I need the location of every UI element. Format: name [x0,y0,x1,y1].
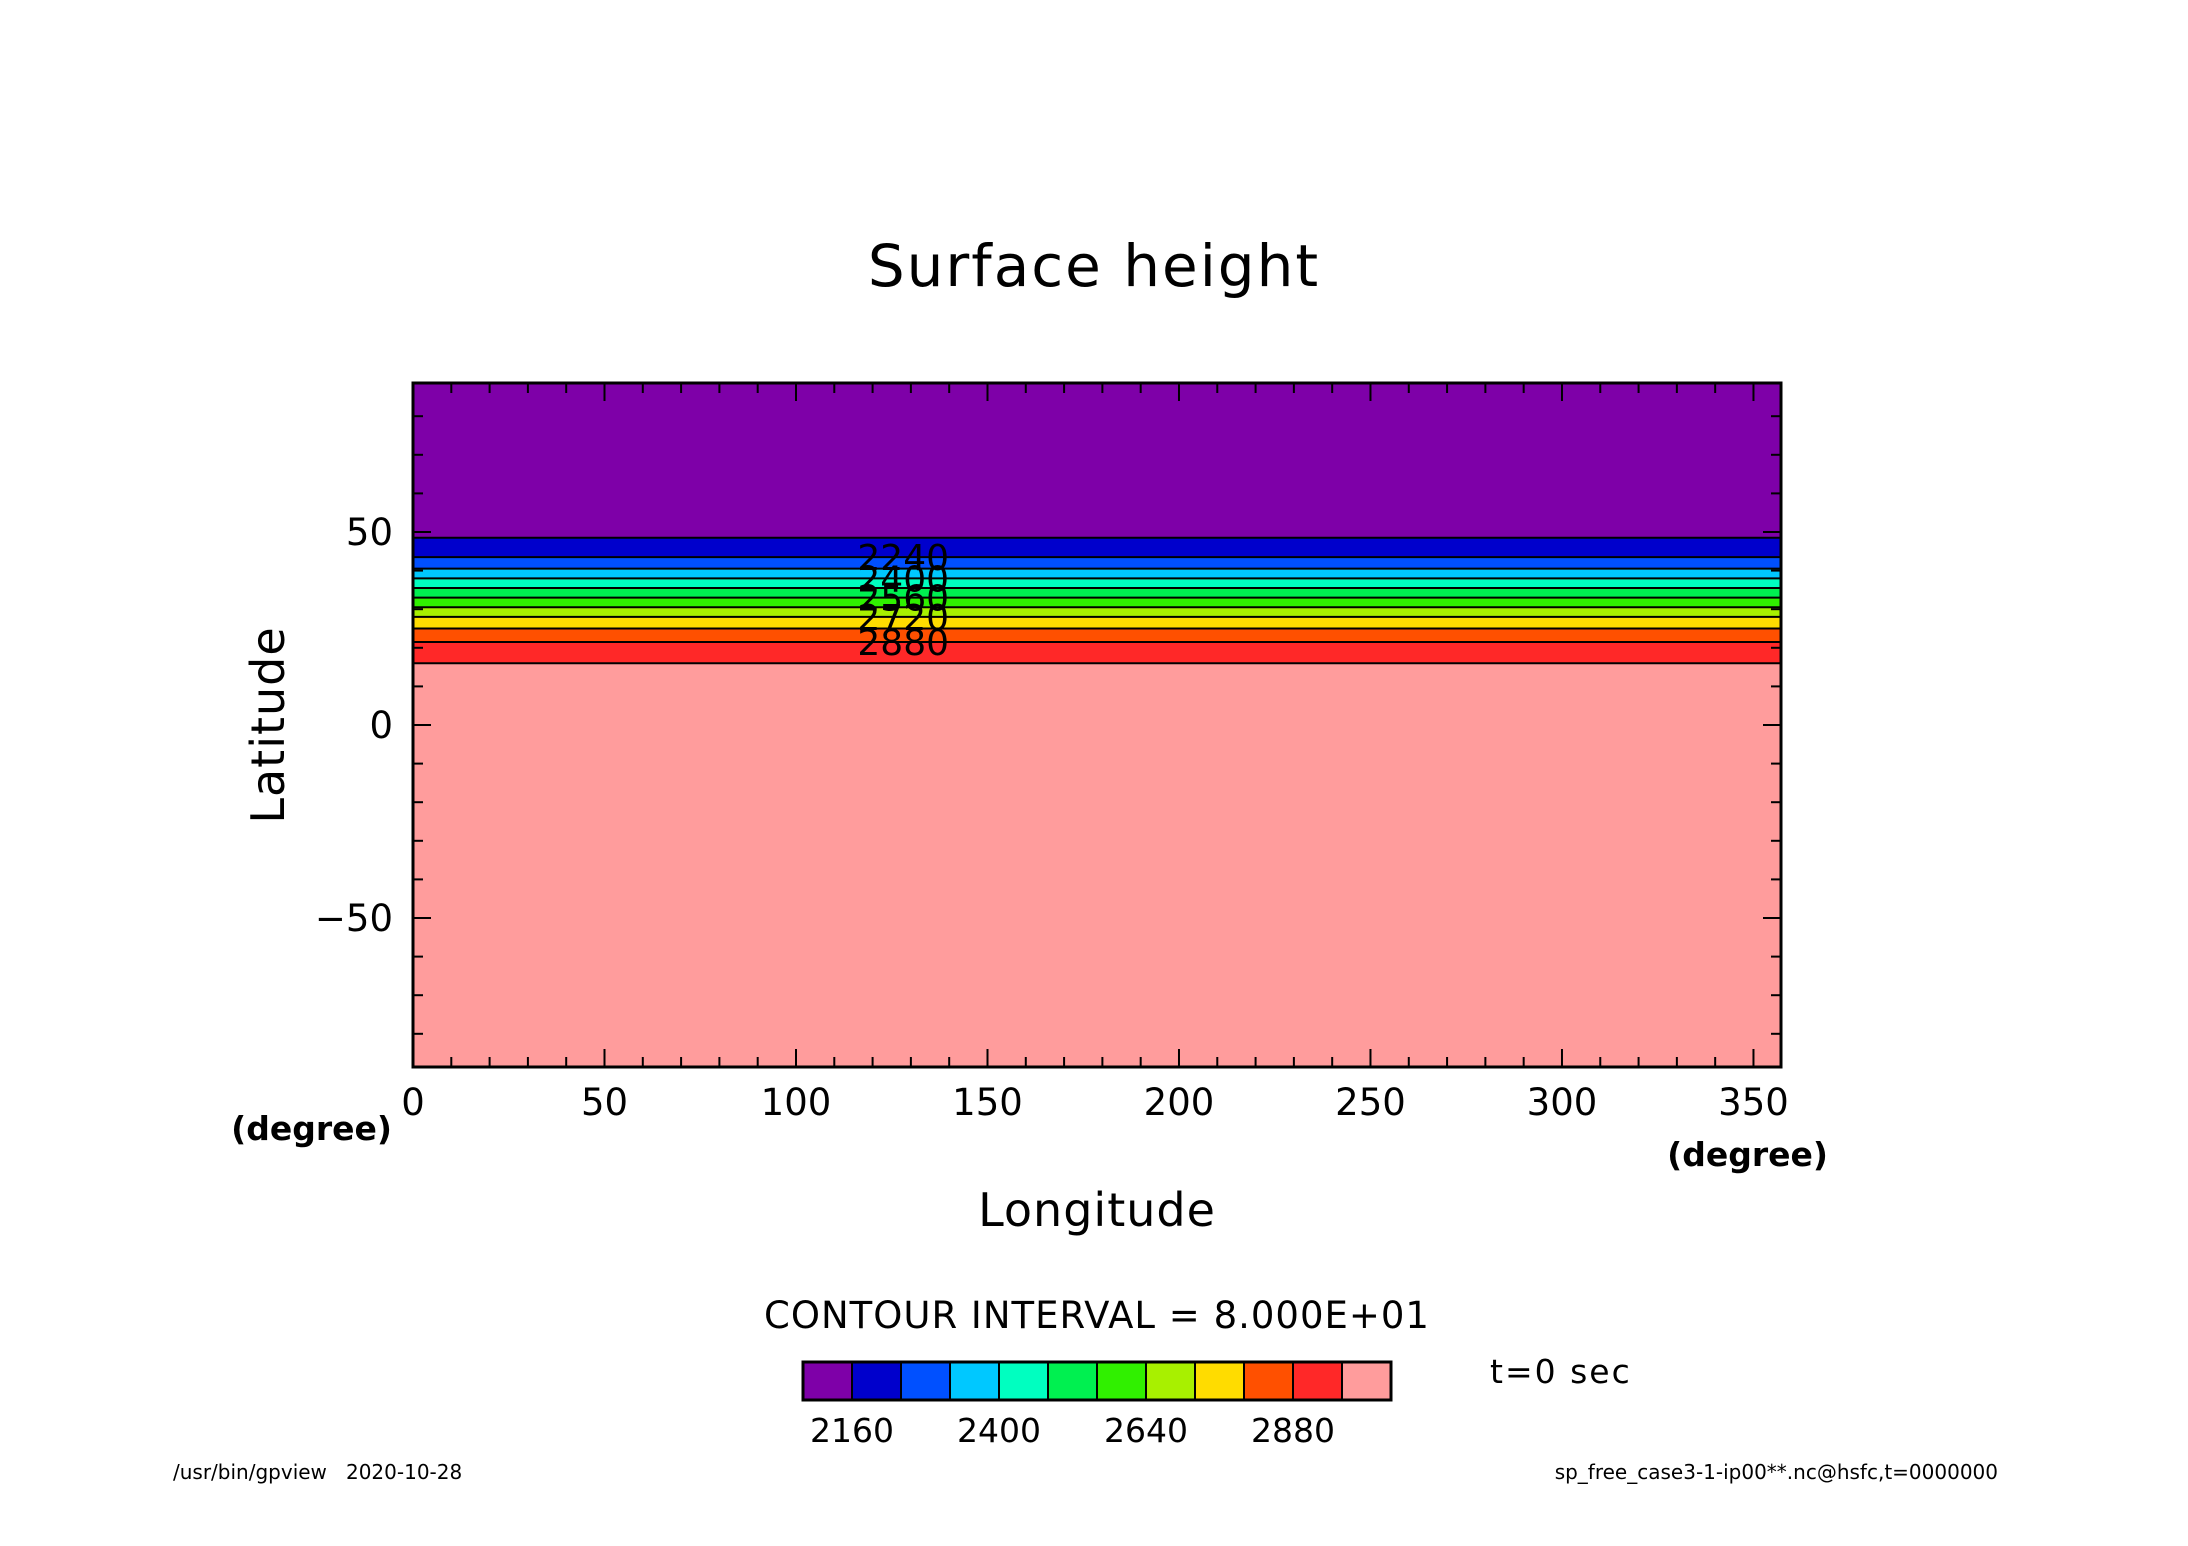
contour-label-2560: 2560 [857,579,949,620]
y-tick-label-0: 0 [369,704,393,747]
filled-contour-bands [413,383,1781,1067]
contour-label-2720: 2720 [857,598,949,639]
x-axis-ticks: 0 50 100 150 200 250 300 350 [401,383,1789,1124]
x-axis-unit-right: (degree) [1667,1135,1828,1174]
band-9 [413,628,1781,643]
x-axis-unit-left: (degree) [231,1109,392,1148]
band-6 [413,597,1781,608]
colorbar-swatch-6 [1096,1361,1147,1401]
colorbar-swatch-9 [1243,1361,1294,1401]
band-11 [413,663,1781,1067]
colorbar-frame [801,1360,1393,1402]
colorbar-swatch-0 [802,1361,853,1401]
x-tick-label-50: 50 [581,1081,628,1124]
contour-lines [413,536,1781,665]
x-tick-label-350: 350 [1718,1081,1789,1124]
y-tick-label--50: −50 [315,897,393,940]
colorbar-swatch-7 [1145,1361,1196,1401]
colorbar-swatch-10 [1292,1361,1343,1401]
chart-title: Surface height [868,232,1320,300]
y-tick-label-50: 50 [346,511,393,554]
band-8 [413,616,1781,629]
band-3 [413,568,1781,579]
colorbar-swatch-11 [1341,1361,1392,1401]
band-7 [413,607,1781,617]
y-axis-ticks: 50 0 −50 [315,415,1781,1035]
x-axis-title: Longitude [978,1183,1216,1237]
band-4 [413,578,1781,588]
colorbar-label-2880: 2880 [1251,1411,1335,1450]
band-2 [413,557,1781,569]
colorbar-label-2400: 2400 [957,1411,1041,1450]
y-axis-title: Latitude [241,626,295,823]
colorbar-label-2640: 2640 [1104,1411,1188,1450]
colorbar-swatch-5 [1047,1361,1098,1401]
colorbar-swatch-2 [900,1361,951,1401]
time-label: t=0 sec [1490,1352,1632,1391]
colorbar-label-2160: 2160 [810,1411,894,1450]
contour-label-2880: 2880 [857,623,949,664]
x-tick-label-100: 100 [761,1081,832,1124]
contour-label-2400: 2400 [857,559,949,600]
band-0 [413,383,1781,538]
x-tick-label-0: 0 [401,1081,425,1124]
footer-left: /usr/bin/gpview 2020-10-28 [173,1460,462,1484]
footer-right: sp_free_case3-1-ip00**.nc@hsfc,t=0000000 [1555,1460,1998,1484]
x-tick-label-250: 250 [1335,1081,1406,1124]
contour-label-2240: 2240 [857,538,949,579]
colorbar-swatch-3 [949,1361,1000,1401]
x-tick-label-200: 200 [1144,1081,1215,1124]
x-tick-label-300: 300 [1527,1081,1598,1124]
colorbar-swatch-1 [851,1361,902,1401]
colorbar: 2160 2400 2640 2880 [801,1360,1393,1450]
colorbar-swatch-4 [998,1361,1049,1401]
x-tick-label-150: 150 [952,1081,1023,1124]
contour-interval-label: CONTOUR INTERVAL = 8.000E+01 [764,1294,1430,1337]
band-1 [413,537,1781,558]
band-10 [413,642,1781,664]
band-5 [413,587,1781,598]
colorbar-swatch-8 [1194,1361,1245,1401]
